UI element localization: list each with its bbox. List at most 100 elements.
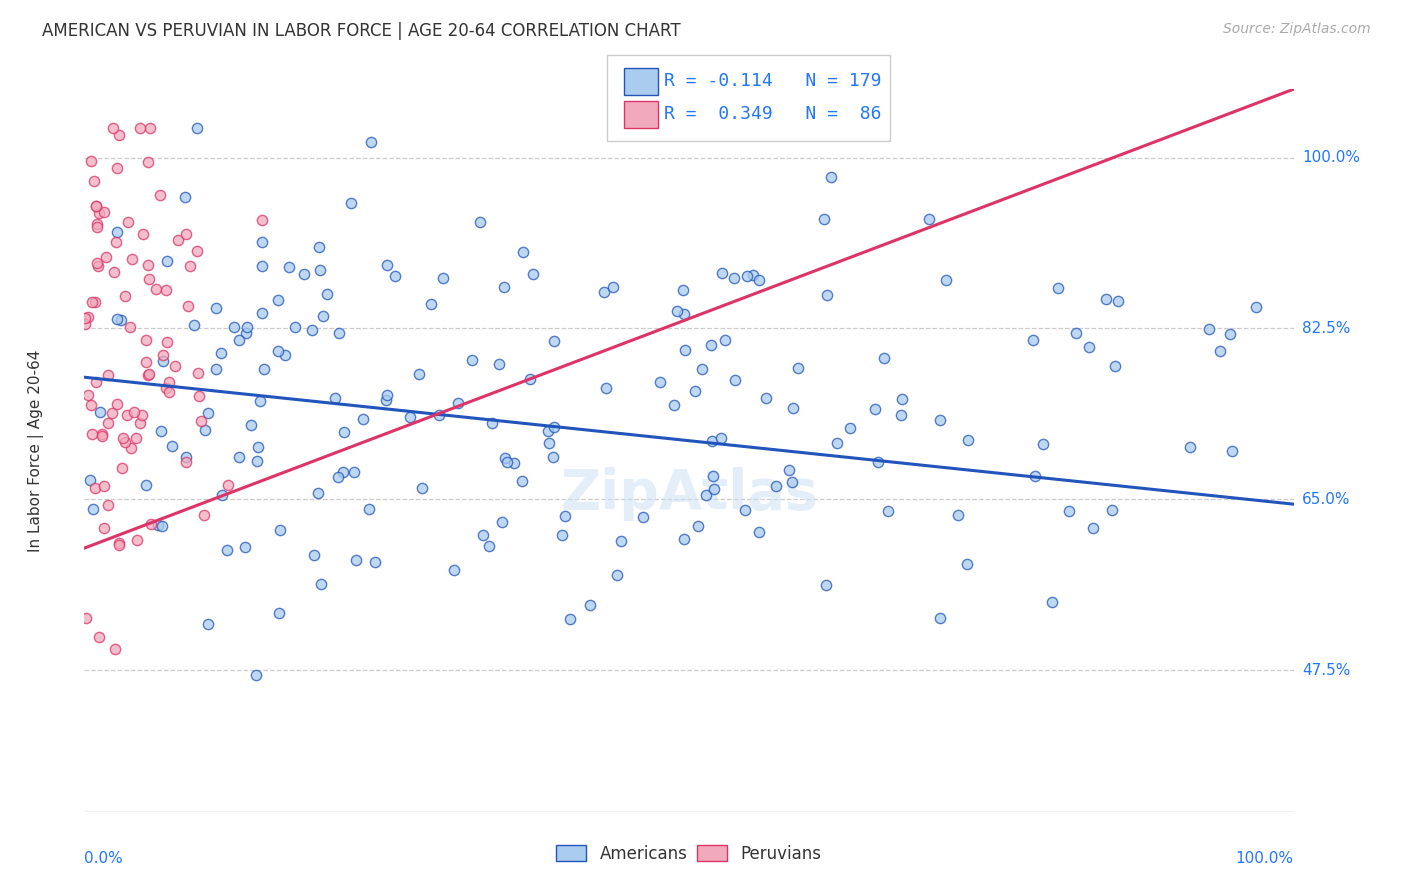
Point — [602, 280, 624, 294]
Point — [100, 406, 122, 420]
Point — [1220, 443, 1243, 458]
Point — [250, 259, 273, 273]
Point — [541, 450, 564, 465]
Point — [156, 335, 179, 350]
Point — [104, 235, 127, 249]
Point — [309, 577, 332, 591]
Point — [328, 326, 350, 341]
Point — [543, 420, 565, 434]
Point — [748, 525, 770, 540]
Point — [765, 479, 787, 493]
Point — [84, 481, 107, 495]
Point — [957, 433, 980, 447]
Point — [460, 353, 482, 368]
Point — [471, 528, 494, 542]
Point — [90, 427, 112, 442]
Point — [197, 617, 219, 632]
Point — [1022, 333, 1045, 347]
Text: 47.5%: 47.5% — [1302, 663, 1350, 678]
Point — [97, 498, 120, 512]
Point — [128, 416, 150, 430]
Point — [918, 211, 941, 226]
Point — [339, 195, 361, 210]
Point — [138, 155, 160, 169]
Point — [1095, 292, 1118, 306]
Point — [494, 451, 516, 466]
Point — [360, 136, 382, 150]
Point — [364, 555, 387, 569]
Point — [1180, 440, 1202, 454]
Point — [110, 313, 132, 327]
Point — [83, 295, 105, 310]
Point — [522, 267, 544, 281]
Point — [292, 268, 315, 282]
Point — [135, 333, 157, 347]
Point — [374, 392, 396, 407]
Point — [326, 470, 349, 484]
Text: R =  0.349   N =  86: R = 0.349 N = 86 — [664, 105, 882, 123]
Point — [408, 367, 430, 381]
Point — [307, 485, 329, 500]
Point — [877, 503, 900, 517]
Point — [80, 154, 103, 169]
Point — [375, 259, 398, 273]
Point — [686, 518, 709, 533]
Point — [815, 287, 838, 301]
Point — [135, 355, 157, 369]
Point — [813, 211, 835, 226]
Point — [177, 299, 200, 313]
Point — [80, 295, 103, 310]
Point — [411, 481, 433, 495]
Point — [91, 429, 114, 443]
Point — [470, 215, 492, 229]
Point — [86, 217, 108, 231]
Point — [702, 469, 724, 483]
Point — [301, 323, 323, 337]
Point — [734, 503, 756, 517]
Point — [595, 381, 617, 395]
Point — [956, 557, 979, 571]
Point — [132, 227, 155, 242]
Point — [235, 319, 257, 334]
Point — [79, 473, 101, 487]
Point — [778, 463, 800, 477]
Point — [1107, 293, 1129, 308]
Point — [75, 611, 97, 625]
Point — [155, 253, 177, 268]
Point — [245, 667, 267, 681]
Point — [111, 431, 134, 445]
Point — [152, 518, 174, 533]
Point — [186, 244, 208, 258]
Point — [274, 348, 297, 362]
Point — [101, 121, 124, 136]
Point — [1024, 468, 1046, 483]
Point — [174, 450, 197, 465]
Point — [86, 220, 108, 235]
Point — [1040, 595, 1063, 609]
Point — [332, 465, 354, 479]
Point — [108, 128, 131, 143]
Point — [610, 533, 633, 548]
Point — [662, 399, 685, 413]
Point — [537, 424, 560, 438]
Point — [302, 548, 325, 562]
Point — [710, 266, 733, 280]
Point — [269, 523, 291, 537]
Point — [666, 304, 689, 318]
Point — [141, 516, 163, 531]
Point — [157, 376, 180, 390]
Point — [105, 225, 128, 239]
Point — [89, 404, 111, 418]
Point — [205, 361, 228, 376]
Point — [84, 375, 107, 389]
Point — [125, 431, 148, 445]
Point — [235, 326, 257, 340]
Text: R = -0.114   N = 179: R = -0.114 N = 179 — [664, 72, 882, 90]
Point — [782, 401, 804, 415]
Point — [323, 392, 346, 406]
Point — [77, 388, 100, 402]
Point — [690, 362, 713, 376]
Point — [149, 188, 172, 202]
Point — [1064, 326, 1087, 340]
Point — [157, 384, 180, 399]
